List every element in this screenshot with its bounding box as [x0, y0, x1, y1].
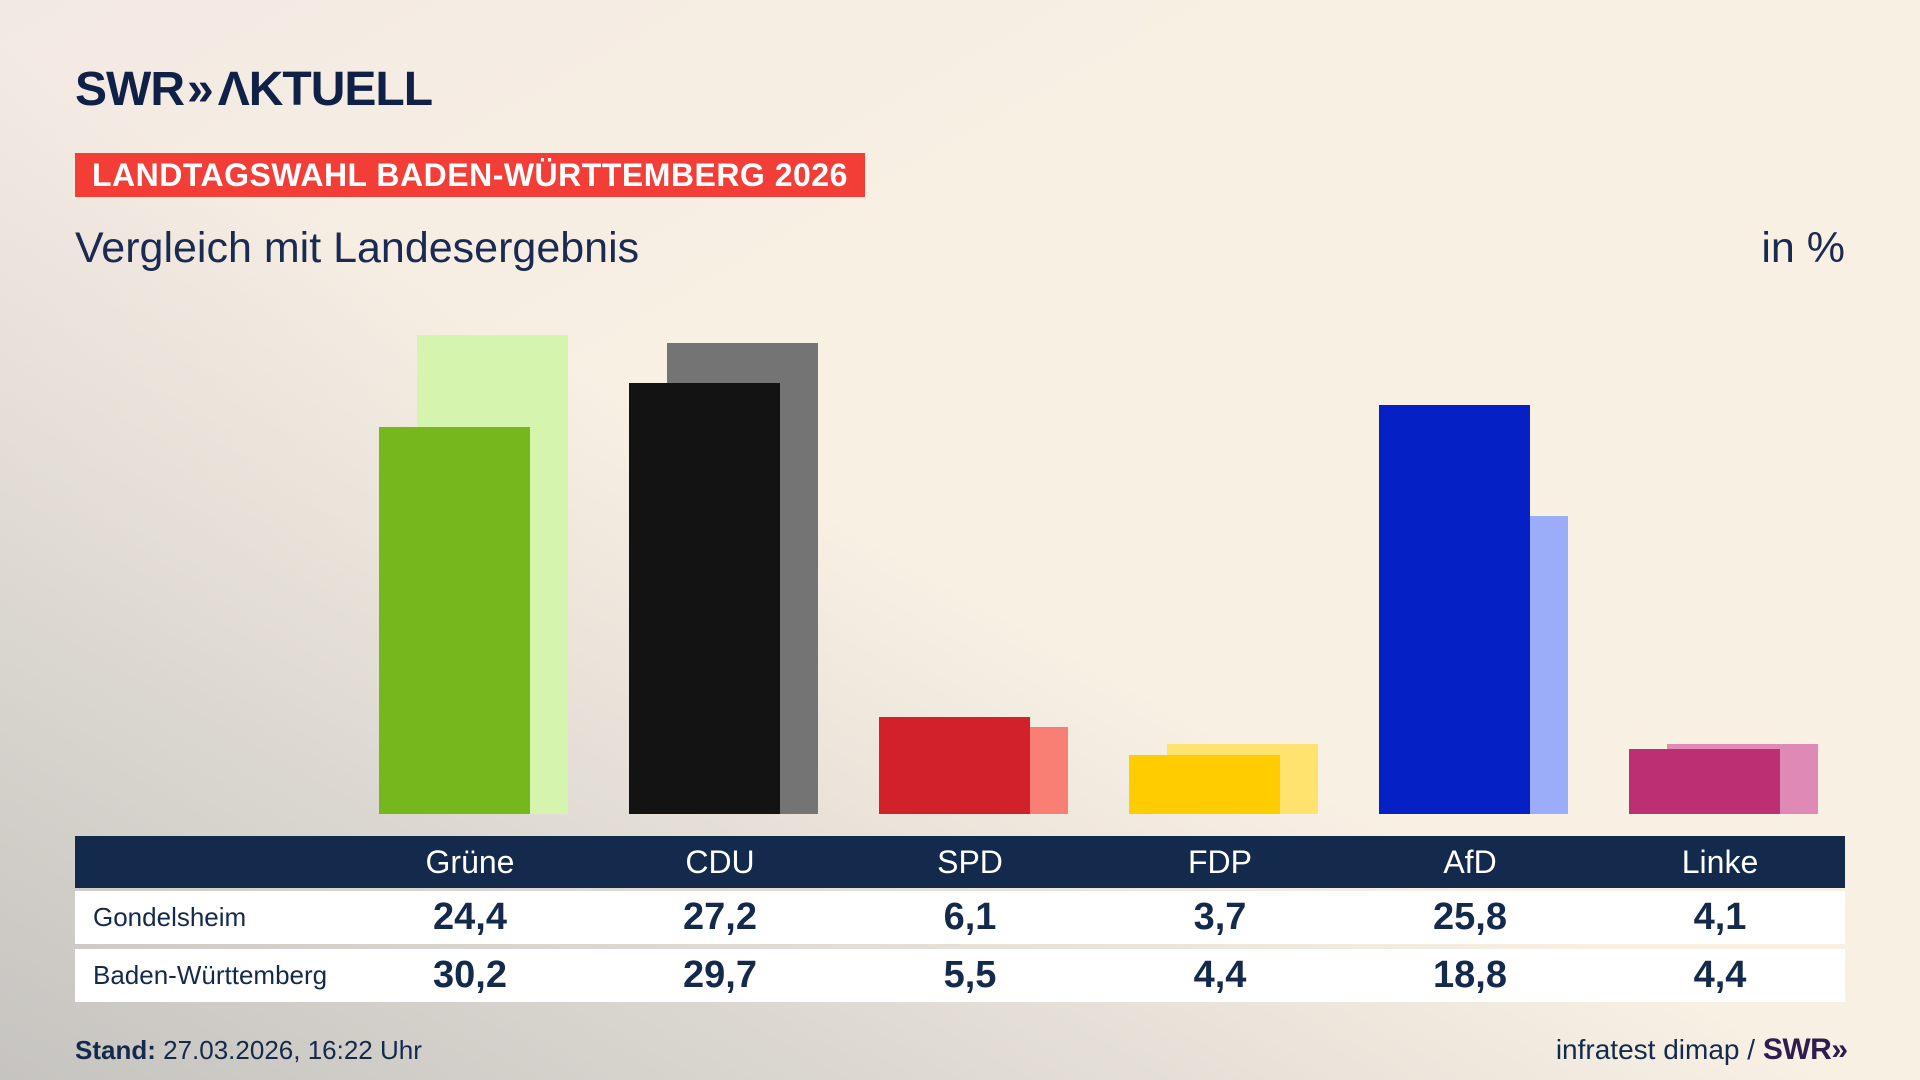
table-row-baden-wuerttemberg: Baden-Württemberg 30,2 29,7 5,5 4,4 18,8 4,4 [75, 949, 1845, 1002]
bar-afd-municipality [1379, 405, 1530, 814]
bar-linke-municipality [1629, 749, 1780, 814]
value-badenwrttemberg-spd: 5,5 [943, 954, 997, 996]
value-gondelsheim-afd: 25,8 [1433, 896, 1507, 938]
row-label: Gondelsheim [93, 902, 247, 932]
value-gondelsheim-spd: 6,1 [943, 896, 997, 938]
column-header-spd: SPD [937, 843, 1003, 880]
column-header-cdu: CDU [685, 843, 755, 880]
value-badenwrttemberg-cdu: 29,7 [683, 954, 757, 996]
logo-swr-text: SWR [75, 63, 185, 116]
unit-label: in % [1761, 224, 1845, 272]
election-banner: LANDTAGSWAHL BADEN-WÜRTTEMBERG 2026 [75, 153, 865, 197]
column-header-grne: Grüne [425, 843, 515, 880]
table-row-gondelsheim: Gondelsheim 24,4 27,2 6,1 3,7 25,8 4,1 [75, 891, 1845, 944]
column-header-linke: Linke [1681, 843, 1759, 880]
bar-grne-municipality [379, 427, 530, 814]
status-timestamp: Stand: 27.03.2026, 16:22 Uhr [75, 1035, 422, 1066]
source-text: infratest dimap / [1555, 1034, 1763, 1065]
double-chevron-icon: » [1831, 1033, 1848, 1066]
value-gondelsheim-linke: 4,1 [1693, 896, 1747, 938]
source-credit: infratest dimap / SWR» [1555, 1033, 1848, 1067]
logo-aktuell-text: ΛKTUELL [217, 63, 433, 116]
column-header-fdp: FDP [1188, 843, 1252, 880]
table-header-row: Grüne CDU SPD FDP AfD Linke [75, 836, 1845, 888]
swr-aktuell-logo: SWR» ΛKTUELL [75, 62, 433, 117]
bar-cdu-municipality [629, 383, 780, 814]
value-gondelsheim-grne: 24,4 [433, 896, 507, 938]
bar-fdp-municipality [1129, 755, 1280, 814]
stand-value: 27.03.2026, 16:22 Uhr [155, 1035, 422, 1065]
value-gondelsheim-fdp: 3,7 [1193, 896, 1247, 938]
value-badenwrttemberg-afd: 18,8 [1433, 954, 1507, 996]
column-header-afd: AfD [1443, 843, 1497, 880]
stand-label: Stand: [75, 1035, 156, 1065]
double-chevron-icon: » [186, 63, 214, 116]
value-badenwrttemberg-grne: 30,2 [433, 954, 507, 996]
page-title: Vergleich mit Landesergebnis [75, 224, 640, 272]
value-gondelsheim-cdu: 27,2 [683, 896, 757, 938]
bar-spd-municipality [879, 717, 1030, 814]
value-badenwrttemberg-fdp: 4,4 [1193, 954, 1247, 996]
row-label: Baden-Württemberg [93, 960, 328, 990]
value-badenwrttemberg-linke: 4,4 [1693, 954, 1747, 996]
swr-brand-mark: SWR» [1762, 1033, 1848, 1066]
